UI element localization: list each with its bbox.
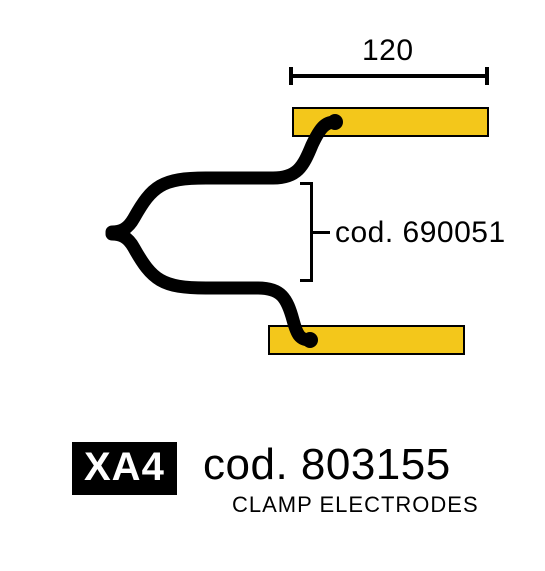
brace-stem <box>310 231 330 234</box>
brace-tick-bottom <box>300 279 313 282</box>
clamp-arm-top <box>112 122 335 232</box>
diagram-canvas: 120 cod. 690051 XA4 cod. 803155 CLAMP EL… <box>0 0 545 571</box>
brace-tick-top <box>300 182 313 185</box>
clamp-arm-bottom <box>112 234 310 340</box>
model-tag: XA4 <box>72 442 177 495</box>
subtitle-label: CLAMP ELECTRODES <box>232 492 479 518</box>
inner-code-label: cod. 690051 <box>335 216 506 250</box>
main-code-label: cod. 803155 <box>203 440 451 490</box>
